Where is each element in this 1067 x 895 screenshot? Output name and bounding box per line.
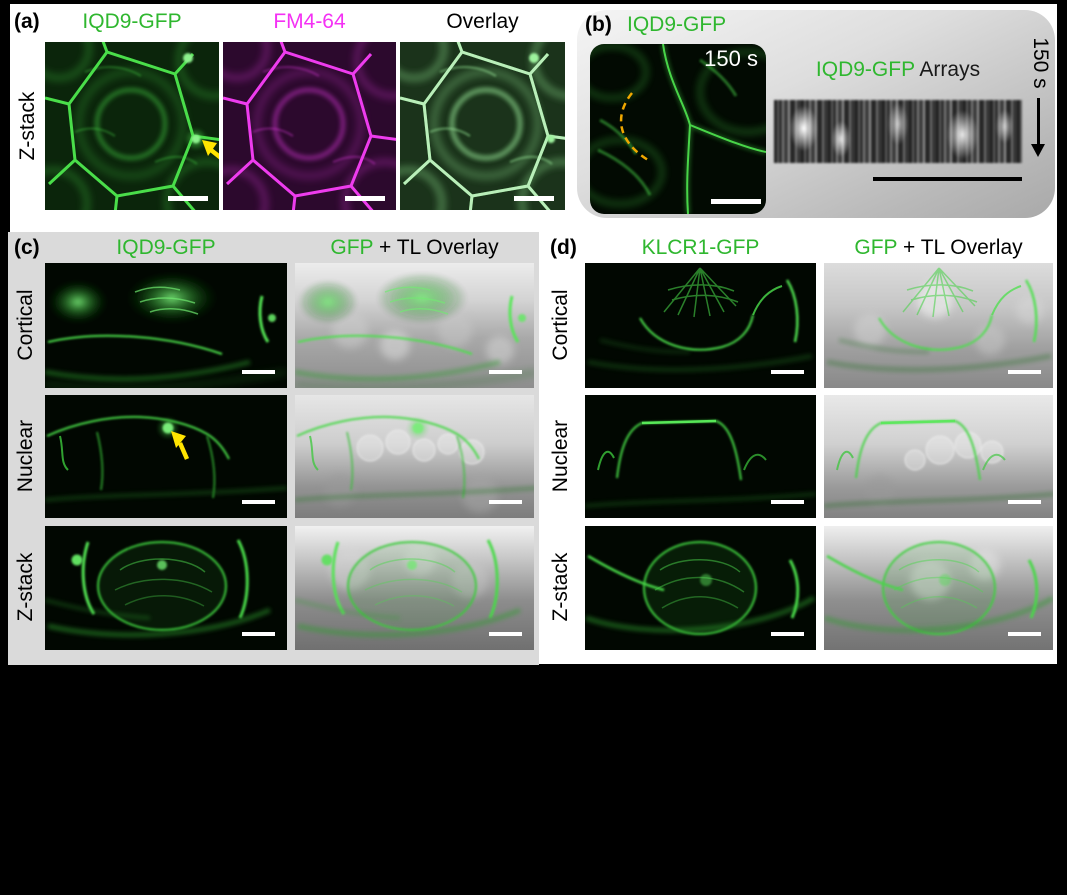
scale-bar [771,632,804,636]
panel-c-col-label-iqd9: IQD9-GFP [116,236,216,259]
panel-a-col-label-iqd9: IQD9-GFP [82,10,182,33]
panel-a-fm4-64-image [223,42,396,210]
scale-bar [489,370,522,374]
panel-b-time-axis-label: 150 s [1029,37,1052,89]
scale-bar [489,632,522,636]
time-axis-arrow-head [1031,144,1045,157]
panel-d-row-label-zstack: Z-stack [549,552,572,622]
panel-a-col-label-overlay: Overlay [446,10,519,33]
scale-bar [514,196,554,201]
panel-b-tag: (b) [585,13,612,36]
panel-d-tag: (d) [550,236,577,259]
panel-d-col2-gfp: GFP [854,236,898,259]
panel-d-row-label-nuclear: Nuclear [549,419,572,493]
panel-c-col2-rest: + TL Overlay [373,236,499,259]
panel-a-row-label-zstack: Z-stack [16,91,39,161]
panel-a-iqd9-gfp-image [45,42,219,210]
panel-a-tag: (a) [14,10,40,33]
scale-bar [771,370,804,374]
panel-c-tag: (c) [14,236,40,259]
panel-c-col2-gfp: GFP [330,236,374,259]
panel-d-col-label-overlay: GFP + TL Overlay [824,236,1053,260]
kymograph-title-gfp: IQD9-GFP [815,58,915,81]
panel-c-row-label-cortical: Cortical [14,289,37,361]
time-axis-arrow-line [1037,98,1040,145]
panel-a-overlay-image [400,42,565,210]
panel-c-row-label-zstack: Z-stack [14,552,37,622]
panel-d-col2-rest: + TL Overlay [897,236,1023,259]
scale-bar [711,199,761,204]
scale-bar [242,370,275,374]
panel-d-col-label-klcr1: KLCR1-GFP [641,236,760,259]
kymograph-scale-bar [873,177,1022,181]
panel-c-col-label-overlay: GFP + TL Overlay [295,236,534,260]
scale-bar [242,632,275,636]
panel-c-row-label-nuclear: Nuclear [14,419,37,493]
panel-b-frame-time: 150 s [704,46,758,71]
scale-bar [242,500,275,504]
scale-bar [1008,370,1041,374]
panel-b-title: IQD9-GFP [627,13,727,36]
scale-bar [771,500,804,504]
scale-bar [1008,500,1041,504]
panel-b-kymograph-image [774,100,1022,163]
scale-bar [489,500,522,504]
kymograph-title-arrays: Arrays [914,58,981,81]
panel-d-row-label-cortical: Cortical [549,289,572,361]
panel-a-col-label-fm4: FM4-64 [273,10,346,33]
scale-bar [1008,632,1041,636]
scale-bar [345,196,385,201]
scale-bar [168,196,208,201]
panel-b-kymograph-title: IQD9-GFP Arrays [774,58,1022,82]
